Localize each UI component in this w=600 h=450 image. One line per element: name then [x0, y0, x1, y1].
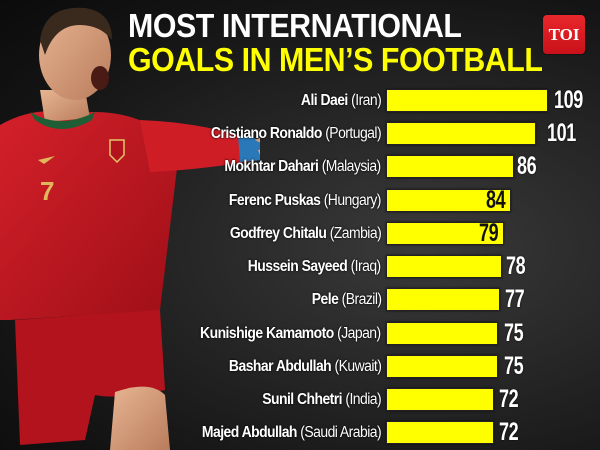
bar — [386, 222, 504, 245]
bar — [386, 189, 511, 212]
player-name: Pele — [311, 291, 338, 308]
bar-label: Ferenc Puskas (Hungary) — [229, 190, 382, 212]
bar-row: Ali Daei (Iran) 109 — [0, 86, 600, 114]
bar-row: Hussein Sayeed (Iraq) 78 — [0, 252, 600, 280]
bar-row: Majed Abdullah (Saudi Arabia) 72 — [0, 418, 600, 446]
bar — [386, 421, 494, 444]
player-country: (Hungary) — [323, 192, 382, 209]
bar — [386, 355, 498, 378]
player-country: (Portugal) — [325, 125, 381, 142]
bar-label: Majed Abdullah (Saudi Arabia) — [201, 422, 382, 444]
bar-value: 109 — [554, 86, 583, 114]
bar-value: 84 — [486, 186, 506, 214]
player-country: (Kuwait) — [334, 358, 381, 375]
toi-logo: TOI — [543, 15, 585, 54]
player-name: Ferenc Puskas — [229, 192, 321, 209]
player-name: Mokhtar Dahari — [224, 158, 320, 175]
bar-label: Hussein Sayeed (Iraq) — [248, 256, 381, 278]
player-country: (Iraq) — [350, 258, 382, 275]
bar-label: Mokhtar Dahari (Malaysia) — [224, 156, 382, 178]
chart-title: MOST INTERNATIONAL GOALS IN MEN’S FOOTBA… — [128, 7, 543, 78]
bar — [386, 255, 502, 278]
bar-row: Godfrey Chitalu (Zambia) 79 — [0, 219, 600, 247]
player-country: (India) — [345, 391, 381, 408]
bar-value: 78 — [506, 252, 526, 280]
bar-value: 79 — [479, 219, 499, 247]
bar — [386, 89, 548, 112]
bar — [386, 388, 494, 411]
bar — [386, 155, 514, 178]
bar-label: Pele (Brazil) — [311, 289, 381, 311]
bar-label: Ali Daei (Iran) — [300, 90, 382, 112]
player-name: Sunil Chhetri — [262, 391, 342, 408]
bar-label: Godfrey Chitalu (Zambia) — [229, 223, 382, 245]
bar-value: 77 — [505, 285, 525, 313]
player-country: (Brazil) — [341, 291, 381, 308]
bar-label: Cristiano Ronaldo (Portugal) — [210, 123, 382, 145]
bar-value: 72 — [499, 385, 519, 413]
player-country: (Saudi Arabia) — [300, 424, 381, 441]
title-line-2: GOALS IN MEN’S FOOTBALL — [128, 41, 543, 78]
player-country: (Japan) — [337, 325, 381, 342]
bar-label: Sunil Chhetri (India) — [262, 389, 381, 411]
bar-row: Pele (Brazil) 77 — [0, 285, 600, 313]
bar-value: 75 — [504, 352, 524, 380]
player-name: Ali Daei — [300, 92, 348, 109]
bar-row: Mokhtar Dahari (Malaysia) 86 — [0, 152, 600, 180]
player-name: Godfrey Chitalu — [229, 225, 327, 242]
player-name: Cristiano Ronaldo — [210, 125, 322, 142]
player-name: Majed Abdullah — [201, 424, 298, 441]
svg-text:7: 7 — [40, 176, 54, 206]
player-country: (Malaysia) — [322, 158, 381, 175]
player-name: Hussein Sayeed — [248, 258, 348, 275]
player-country: (Zambia) — [329, 225, 382, 242]
bar-value: 86 — [517, 152, 537, 180]
title-line-1: MOST INTERNATIONAL — [128, 7, 462, 44]
bar-row: Ferenc Puskas (Hungary) 84 — [0, 186, 600, 214]
bar-row: Sunil Chhetri (India) 72 — [0, 385, 600, 413]
bar — [386, 322, 498, 345]
bar-label: Bashar Abdullah (Kuwait) — [228, 356, 382, 378]
player-photo: 7 — [0, 7, 260, 450]
bar — [386, 122, 536, 145]
bar-label: Kunishige Kamamoto (Japan) — [200, 323, 381, 345]
player-name: Bashar Abdullah — [228, 358, 332, 375]
player-name: Kunishige Kamamoto — [200, 325, 335, 342]
bar-value: 101 — [547, 119, 576, 147]
bar-row: Bashar Abdullah (Kuwait) 75 — [0, 352, 600, 380]
bar-value: 75 — [504, 319, 524, 347]
bar-row: Cristiano Ronaldo (Portugal) 101 — [0, 119, 600, 147]
bar-value: 72 — [499, 418, 519, 446]
player-country: (Iran) — [350, 92, 382, 109]
bar-row: Kunishige Kamamoto (Japan) 75 — [0, 319, 600, 347]
bar — [386, 288, 500, 311]
